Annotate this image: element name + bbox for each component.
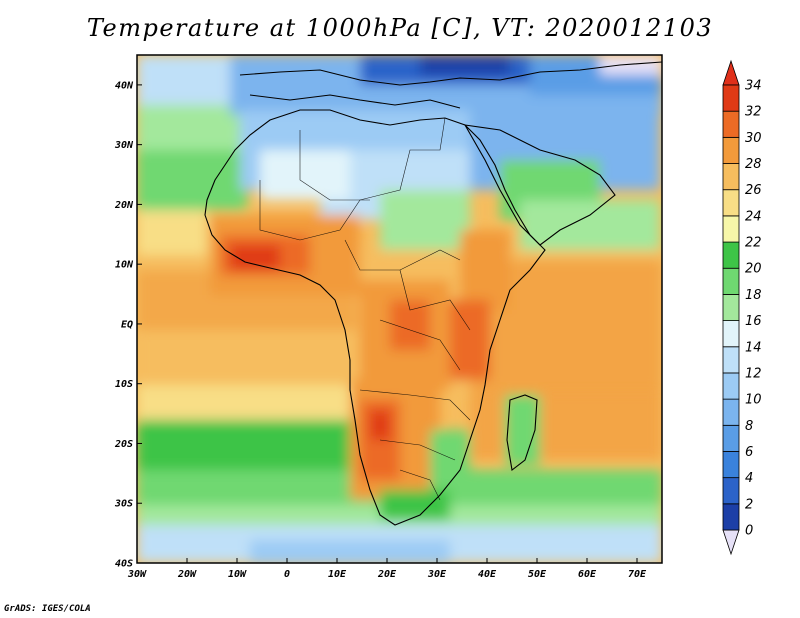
colorbar-under-triangle: [722, 529, 740, 556]
map-axes: 30W 20W 10W 0 10E 20E 30E 40E 50E 60E 70E 40N 30N 20N…: [114, 80, 647, 580]
lon-tick-label: 20W: [177, 569, 197, 580]
colorbar-level-label: 34: [745, 79, 762, 94]
colorbar-level-label: 26: [745, 183, 762, 198]
colorbar-swatch: [722, 503, 740, 531]
colorbar-level-label: 28: [745, 157, 762, 172]
colorbar-level-label: 8: [745, 419, 753, 434]
colorbar-level-label: 22: [745, 236, 762, 251]
lat-tick-label: 40N: [115, 80, 134, 91]
temperature-field: [137, 55, 662, 563]
lon-tick-label: 20E: [377, 569, 397, 580]
colorbar-level-label: 14: [745, 340, 762, 355]
colorbar-level-label: 32: [745, 105, 762, 120]
lat-tick-label: 30S: [114, 499, 133, 510]
colorbar-swatch: [722, 241, 740, 269]
lon-tick-label: 40E: [478, 569, 497, 580]
colorbar-level-label: 20: [745, 262, 762, 277]
lat-tick-label: 30N: [114, 140, 134, 151]
colorbar-swatch: [722, 451, 740, 479]
lat-tick-label: 40S: [115, 559, 133, 570]
lat-tick-label: 20S: [114, 439, 133, 450]
colorbar-level-label: 10: [745, 393, 762, 408]
lon-tick-label: 60E: [578, 569, 597, 580]
lat-tick-label: 20N: [114, 200, 134, 211]
colorbar-swatch: [722, 477, 740, 505]
credit-text: GrADS: IGES/COLA: [4, 604, 91, 614]
colorbar-level-label: 6: [745, 445, 753, 460]
colorbar-swatch: [722, 346, 740, 374]
colorbar-level-label: 2: [745, 497, 753, 512]
country-borders: [259, 117, 471, 501]
colorbar-swatch: [722, 110, 740, 138]
colorbar-swatch: [722, 189, 740, 217]
lat-tick-label: 10N: [115, 260, 134, 271]
lon-tick-label: 10W: [228, 569, 247, 580]
colorbar-level-label: 18: [745, 288, 762, 303]
colorbar-swatch: [722, 294, 740, 321]
map-frame: [136, 54, 663, 564]
lon-tick-label: 10E: [328, 569, 347, 580]
lat-tick-label: EQ: [121, 319, 133, 330]
lon-tick-label: 30W: [127, 569, 147, 580]
lon-tick-label: 50E: [528, 569, 547, 580]
lat-tick-label: 10S: [115, 379, 133, 390]
colorbar-swatch: [722, 267, 740, 295]
lon-tick-label: 70E: [628, 569, 647, 580]
colorbar-level-label: 4: [745, 471, 753, 486]
lon-tick-label: 0: [284, 569, 290, 580]
colorbar-swatch: [722, 424, 740, 452]
colorbar-level-label: 12: [745, 366, 762, 381]
colorbar-swatch: [722, 215, 740, 243]
colorbar-swatch: [722, 372, 740, 400]
lon-tick-label: 30E: [427, 569, 447, 580]
map-title: Temperature at 1000hPa [C], VT: 20200121…: [86, 14, 714, 42]
colorbar-over-triangle: [722, 59, 740, 86]
colorbar-swatch: [722, 320, 740, 348]
colorbar-level-label: 16: [745, 314, 762, 329]
colorbar-swatch: [722, 398, 740, 426]
colorbar-level-label: 30: [745, 131, 762, 146]
colorbar-swatch: [722, 163, 740, 191]
colorbar-swatch: [722, 84, 740, 112]
colorbar-level-label: 24: [745, 209, 762, 224]
coastlines: [204, 61, 662, 526]
colorbar-swatch: [722, 136, 740, 164]
colorbar-level-label: 0: [745, 524, 753, 539]
